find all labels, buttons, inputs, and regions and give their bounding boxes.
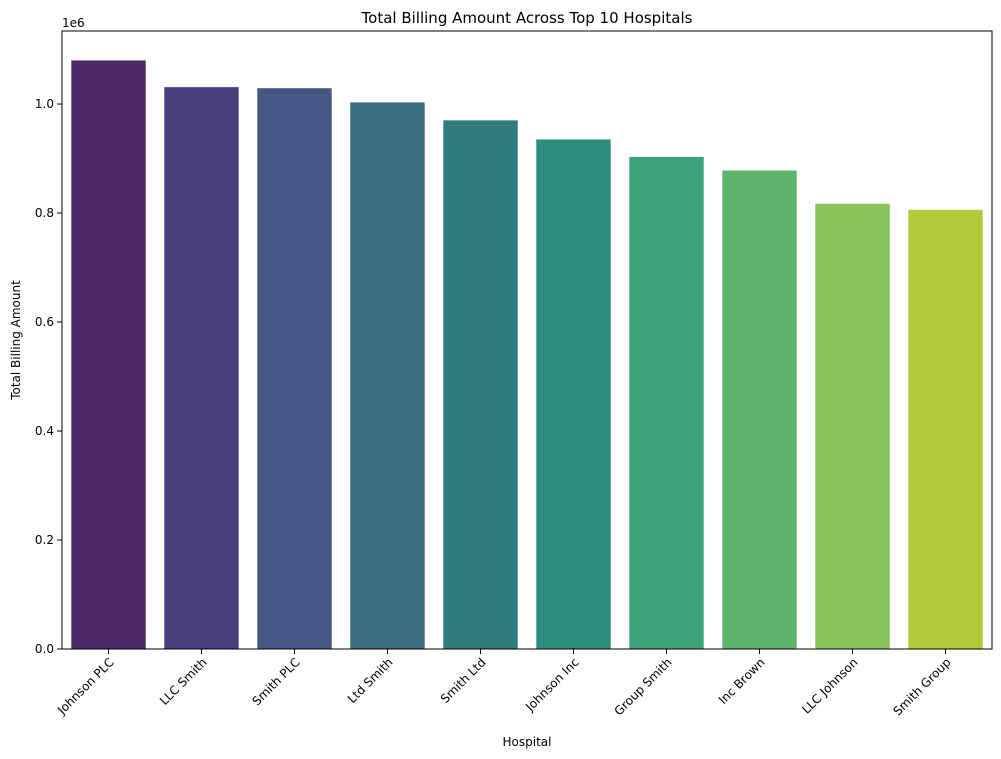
y-offset-label: 1e6	[62, 16, 85, 30]
chart-title: Total Billing Amount Across Top 10 Hospi…	[361, 9, 693, 27]
bar-smith-group	[908, 209, 983, 649]
bar-group-smith	[629, 156, 704, 649]
bar-llc-johnson	[815, 203, 890, 650]
x-axis-label: Hospital	[503, 735, 552, 749]
bar-llc-smith	[164, 87, 239, 650]
bar-smith-plc	[257, 88, 332, 649]
bar-johnson-inc	[536, 139, 611, 649]
y-tick-label: 0.6	[35, 315, 54, 329]
y-tick-label: 0.4	[35, 424, 54, 438]
x-tick-label: Johnson PLC	[54, 655, 117, 718]
x-tick-label: Smith PLC	[250, 655, 303, 708]
bar-inc-brown	[722, 170, 797, 649]
bars-group	[71, 60, 983, 650]
x-tick-label: Group Smith	[611, 655, 674, 718]
y-axis-label: Total Billing Amount	[9, 280, 23, 401]
plot-frame	[61, 30, 993, 650]
x-tick-label: Johnson Inc	[522, 655, 581, 714]
x-tick-label: Smith Ltd	[438, 655, 489, 706]
x-tick-label: Ltd Smith	[345, 655, 396, 706]
x-axis: Johnson PLC LLC Smith Smith PLC Ltd Smith Sm…	[54, 649, 954, 718]
bar-ltd-smith	[350, 102, 425, 649]
x-tick-label: Smith Group	[890, 655, 953, 718]
y-tick-label: 0.2	[35, 533, 54, 547]
y-tick-label: 0.0	[35, 642, 54, 656]
x-tick-label: LLC Smith	[157, 655, 210, 708]
y-tick-label: 0.8	[35, 206, 54, 220]
x-tick-label: LLC Johnson	[799, 655, 860, 716]
bar-smith-ltd	[443, 120, 518, 649]
bar-johnson-plc	[71, 60, 146, 649]
x-tick-label: Inc Brown	[716, 655, 768, 707]
y-axis: 0.0 0.2 0.4 0.6 0.8 1.0	[35, 97, 62, 656]
y-tick-label: 1.0	[35, 97, 54, 111]
